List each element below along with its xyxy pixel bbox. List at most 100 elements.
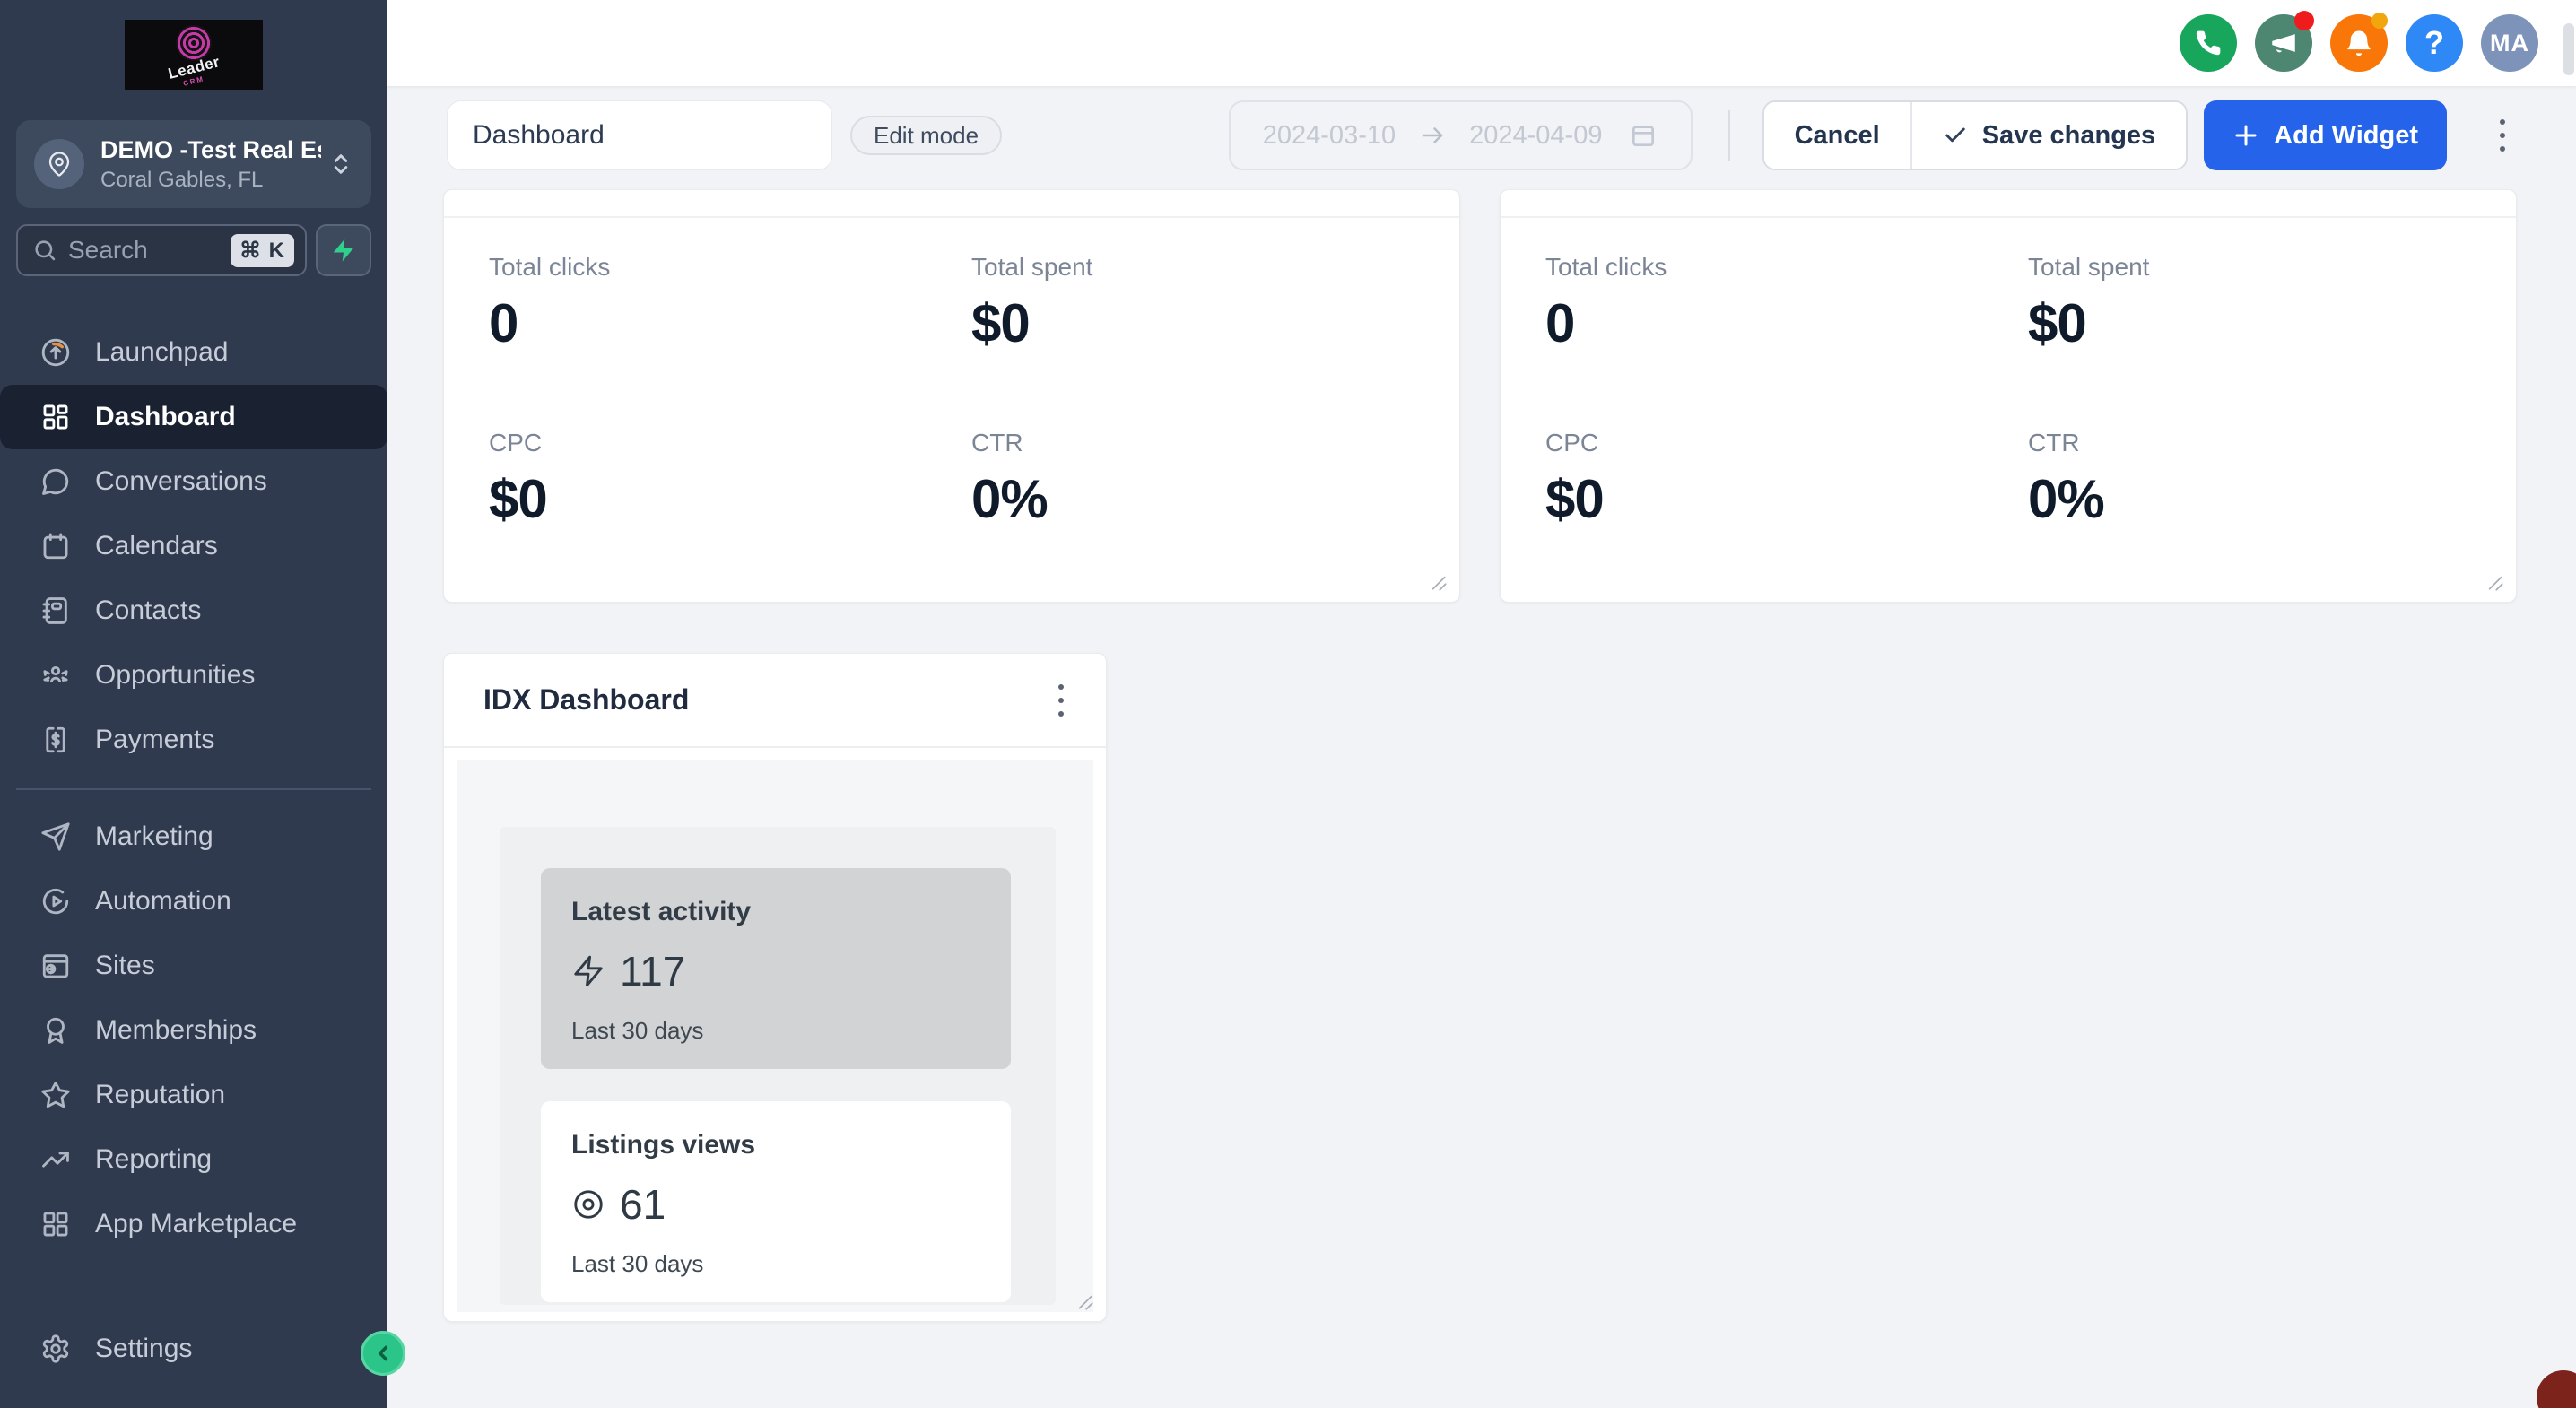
account-location: Coral Gables, FL — [100, 167, 264, 192]
metric-value: 0% — [2028, 469, 2105, 529]
save-changes-label: Save changes — [1981, 120, 2156, 150]
dashboard-title-input[interactable] — [447, 100, 832, 170]
play-circle-icon — [39, 885, 72, 917]
notification-dot-red — [2294, 11, 2314, 30]
sidebar-collapse-button[interactable] — [361, 1331, 405, 1376]
sidebar-item-marketing[interactable]: Marketing — [0, 804, 387, 869]
payments-icon — [39, 724, 72, 756]
sidebar-item-launchpad[interactable]: Launchpad — [0, 320, 387, 385]
chevron-left-icon — [371, 1342, 395, 1365]
idx-tile-caption: Last 30 days — [571, 1250, 704, 1277]
question-mark-icon: ? — [2424, 24, 2444, 61]
cancel-button[interactable]: Cancel — [1763, 102, 1910, 169]
idx-widget-kebab-menu[interactable] — [1041, 665, 1081, 735]
sidebar-item-opportunities[interactable]: Opportunities — [0, 643, 387, 708]
idx-tile-title: Latest activity — [571, 897, 752, 926]
metric-label: CPC — [1545, 429, 1599, 456]
metric-value: $0 — [971, 293, 1031, 353]
chat-bubble-icon — [39, 465, 72, 498]
cancel-label: Cancel — [1794, 120, 1880, 150]
notification-dot-amber — [2371, 13, 2388, 29]
sidebar-item-app-marketplace[interactable]: App Marketplace — [0, 1192, 387, 1256]
calendar-icon — [39, 530, 72, 562]
idx-widget-title: IDX Dashboard — [483, 683, 690, 716]
user-avatar[interactable]: MA — [2481, 14, 2538, 72]
account-switcher[interactable]: DEMO -Test Real Est... Coral Gables, FL — [16, 120, 371, 208]
date-to: 2024-04-09 — [1469, 120, 1603, 150]
sidebar-item-memberships[interactable]: Memberships — [0, 998, 387, 1063]
metric-total-clicks: Total clicks 0 — [489, 253, 610, 354]
resize-handle-icon[interactable] — [1425, 569, 1449, 593]
metric-label: CTR — [971, 429, 1023, 456]
sidebar-item-label: Calendars — [95, 531, 218, 561]
date-range-picker[interactable]: 2024-03-10 2024-04-09 — [1228, 100, 1693, 170]
sidebar-item-dashboard[interactable]: Dashboard — [0, 385, 387, 449]
metric-label: Total clicks — [489, 253, 611, 281]
sidebar-item-reputation[interactable]: Reputation — [0, 1063, 387, 1127]
sidebar-item-conversations[interactable]: Conversations — [0, 449, 387, 514]
metric-cpc: CPC $0 — [1545, 429, 1605, 530]
metric-value: $0 — [1545, 469, 1605, 529]
launchpad-icon — [39, 336, 72, 369]
sidebar-item-payments[interactable]: Payments — [0, 708, 387, 772]
sidebar-nav: Launchpad Dashboard Conversations Calend… — [0, 320, 387, 1256]
trend-up-icon — [39, 1143, 72, 1176]
resize-handle-icon[interactable] — [1072, 1289, 1095, 1312]
toolbar-kebab-menu[interactable] — [2483, 100, 2522, 170]
add-widget-label: Add Widget — [2274, 120, 2418, 150]
calendar-icon — [1629, 121, 1658, 150]
gear-icon — [39, 1333, 72, 1365]
edit-mode-badge[interactable]: Edit mode — [850, 116, 1003, 155]
save-changes-button[interactable]: Save changes — [1910, 102, 2187, 169]
dashboard-toolbar: Edit mode 2024-03-10 2024-04-09 Cancel — [447, 100, 2522, 170]
sidebar-item-sites[interactable]: Sites — [0, 934, 387, 998]
ad-metrics-widget-2: Total clicks 0 Total spent $0 CPC $0 CTR… — [1500, 189, 2517, 603]
metric-value: $0 — [2028, 293, 2087, 353]
idx-tile-value: 117 — [620, 948, 686, 995]
avatar-initials: MA — [2490, 29, 2529, 56]
metric-value: 0% — [971, 469, 1049, 529]
idx-tile-value: 61 — [620, 1181, 666, 1228]
metric-value: $0 — [489, 469, 548, 529]
quick-actions-button[interactable] — [316, 224, 371, 276]
save-cancel-group: Cancel Save changes — [1762, 100, 2189, 170]
idx-embed-panel: Latest activity 117 Last 30 days Listing… — [500, 827, 1056, 1305]
lightning-icon — [571, 954, 605, 988]
search-row: Search ⌘ K — [16, 224, 371, 276]
location-pin-icon — [34, 139, 84, 189]
opportunities-icon — [39, 659, 72, 691]
dashboard-grid-icon — [39, 401, 72, 433]
resize-handle-icon[interactable] — [2482, 569, 2505, 593]
idx-dashboard-widget: IDX Dashboard Latest activity 117 Last 3… — [443, 653, 1107, 1322]
add-widget-button[interactable]: Add Widget — [2204, 100, 2447, 170]
idx-tile-caption: Last 30 days — [571, 1017, 704, 1044]
idx-tile-title: Listings views — [571, 1130, 756, 1160]
sidebar-item-settings[interactable]: Settings — [0, 1317, 387, 1381]
metric-label: Total spent — [971, 253, 1093, 281]
date-from: 2024-03-10 — [1262, 120, 1397, 150]
phone-button[interactable] — [2180, 14, 2237, 72]
sidebar-item-reporting[interactable]: Reporting — [0, 1127, 387, 1192]
search-input[interactable]: Search ⌘ K — [16, 224, 307, 276]
grid-icon — [39, 1208, 72, 1240]
announcements-button[interactable] — [2255, 11, 2314, 72]
megaphone-icon — [2268, 28, 2299, 58]
edit-mode-label: Edit mode — [874, 121, 979, 149]
idx-tile-latest-activity[interactable]: Latest activity 117 Last 30 days — [541, 868, 1011, 1069]
help-button[interactable]: ? — [2406, 14, 2463, 72]
toolbar-divider — [1727, 110, 1730, 161]
sidebar-item-contacts[interactable]: Contacts — [0, 578, 387, 643]
sidebar-item-automation[interactable]: Automation — [0, 869, 387, 934]
search-shortcut-badge: ⌘ K — [231, 233, 294, 267]
search-icon — [32, 238, 57, 263]
paper-plane-icon — [39, 821, 72, 853]
idx-tile-listings-views[interactable]: Listings views 61 Last 30 days — [541, 1101, 1011, 1302]
plus-icon — [2232, 122, 2259, 149]
sidebar-item-label: Conversations — [95, 466, 267, 496]
ad-metrics-widget-1: Total clicks 0 Total spent $0 CPC $0 CTR… — [443, 189, 1460, 603]
notifications-button[interactable] — [2330, 13, 2388, 72]
sidebar-item-label: Dashboard — [95, 402, 236, 431]
sidebar-item-calendars[interactable]: Calendars — [0, 514, 387, 578]
scrollbar-thumb[interactable] — [2563, 23, 2574, 75]
